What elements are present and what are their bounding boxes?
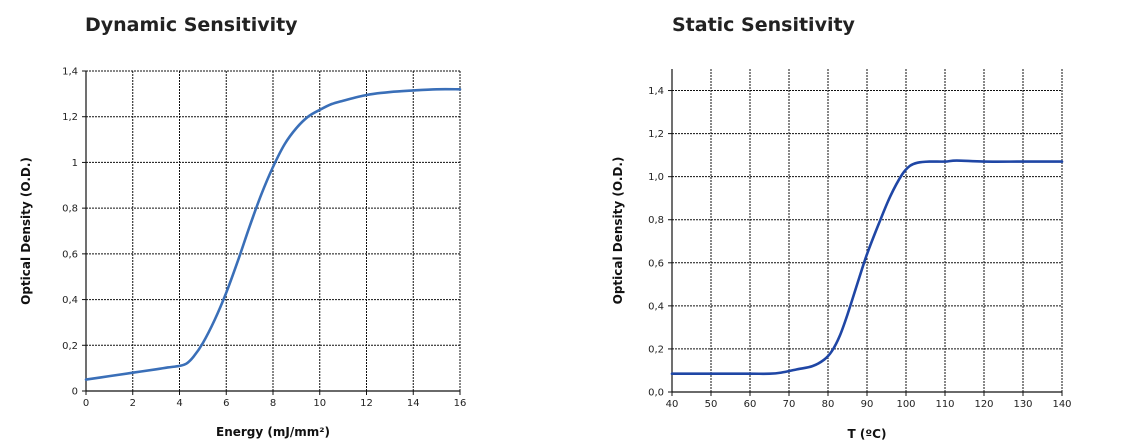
y-tick-label: 0,8 [648,215,664,226]
y-tick-label: 0 [72,387,78,398]
y-tick-label: 0,4 [62,295,78,306]
x-tick-label: 12 [360,398,373,409]
y-tick-label: 1,4 [648,86,664,97]
x-tick-label: 110 [935,399,954,410]
x-tick-label: 10 [313,398,326,409]
dynamic-sensitivity-chart: 0 2 4 6 8 10 12 14 16 0 0,2 0,4 0,6 0,8 1 1,2 1,4 Energy … [19,67,467,440]
x-tick-label: 50 [705,399,718,410]
x-tick-label: 14 [407,398,420,409]
x-tick-label: 130 [1013,399,1032,410]
static-sensitivity-panel: Static Sensitivity 40 50 60 70 80 90 100 110 120… [565,0,1125,446]
y-tick-label: 1,2 [648,129,664,140]
y-tick-label: 0,0 [648,388,664,399]
y-tick-label: 0,8 [62,204,78,215]
x-tick-label: 80 [822,399,835,410]
y-tick-label: 0,2 [648,344,664,355]
y-tick-label: 0,4 [648,301,664,312]
x-tick-label: 6 [223,398,229,409]
x-tick-label: 2 [130,398,136,409]
x-tick-label: 90 [861,399,874,410]
static-chart-title: Static Sensitivity [672,14,855,36]
x-tick-label: 4 [176,398,182,409]
static-sensitivity-chart: 40 50 60 70 80 90 100 110 120 130 140 0,0 0,2 0,4 0,6 0… [611,69,1072,441]
y-tick-label: 1,4 [62,67,78,78]
y-tick-label: 1 [72,158,78,169]
x-tick-label: 0 [83,398,89,409]
y-tick-label: 0,6 [648,258,664,269]
grid-lines [672,69,1063,392]
y-axis-title: Optical Density (O.D.) [611,157,625,305]
series-line [84,87,462,381]
x-tick-label: 60 [744,399,757,410]
grid-lines [86,70,461,391]
y-tick-label: 1,0 [648,172,664,183]
x-tick-label: 140 [1052,399,1071,410]
y-tick-label: 0,2 [62,341,78,352]
dynamic-sensitivity-panel: Dynamic Sensitivity 0 2 4 6 8 10 12 14 16 0 0,2 0,4… [0,0,560,446]
x-axis-title: T (ºC) [848,427,887,441]
x-tick-label: 120 [974,399,993,410]
x-tick-label: 8 [270,398,276,409]
x-tick-label: 70 [783,399,796,410]
y-axis-title: Optical Density (O.D.) [19,157,33,305]
series-line [670,159,1064,376]
y-tick-label: 1,2 [62,112,78,123]
dynamic-chart-title: Dynamic Sensitivity [85,14,298,36]
x-axis-title: Energy (mJ/mm²) [216,425,330,439]
y-tick-label: 0,6 [62,249,78,260]
x-tick-label: 40 [666,399,679,410]
x-tick-label: 16 [454,398,467,409]
x-tick-label: 100 [896,399,915,410]
